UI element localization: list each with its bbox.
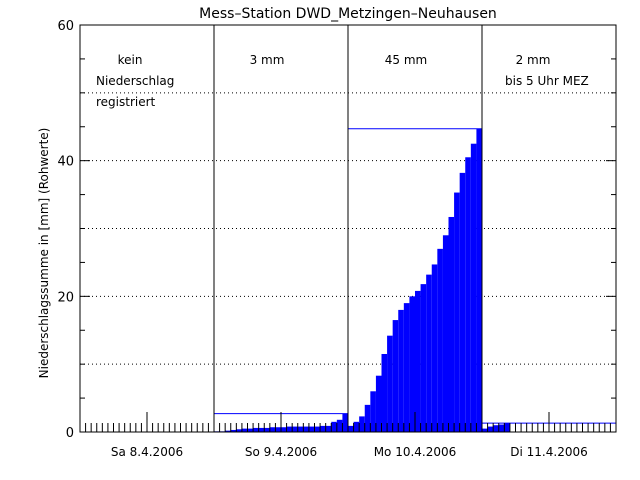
bar-mon-h21 xyxy=(465,157,471,432)
day-separators xyxy=(213,25,483,432)
annotation-day3-line0: 2 mm xyxy=(516,53,551,67)
bar-sun-h10 xyxy=(269,427,276,432)
bar-mon-h16 xyxy=(437,248,443,432)
bar-mon-h1 xyxy=(353,421,360,432)
bar-mon-h15 xyxy=(431,264,438,432)
bar-sun-h9 xyxy=(264,427,270,432)
bar-mon-h0 xyxy=(348,425,354,432)
y-axis-label: Niederschlagssumme in [mm] (Rohwerte) xyxy=(37,128,51,379)
bar-sun-h13 xyxy=(286,426,293,432)
axis-ticks xyxy=(79,24,617,433)
bar-mon-h6 xyxy=(381,353,388,432)
y-tick-label-40: 40 xyxy=(57,155,74,170)
annotation-day1-line0: 3 mm xyxy=(250,53,285,67)
bar-mon-h13 xyxy=(420,284,427,432)
bar-mon-h3 xyxy=(364,404,371,432)
bar-series xyxy=(214,128,510,433)
bar-tue-h3 xyxy=(498,424,505,432)
bar-mon-h8 xyxy=(392,320,399,432)
y-tick-label-0: 0 xyxy=(66,426,74,441)
bar-sun-h14 xyxy=(292,426,298,432)
bar-tue-h1 xyxy=(487,426,494,432)
x-day-label-1: So 9.4.2006 xyxy=(245,445,317,459)
bar-mon-h10 xyxy=(403,303,410,432)
bar-sun-h21 xyxy=(331,421,337,432)
bar-mon-h22 xyxy=(470,143,477,433)
bar-mon-h5 xyxy=(375,375,382,432)
x-day-label-2: Mo 10.4.2006 xyxy=(374,445,457,459)
bar-sun-h3 xyxy=(230,429,237,432)
bar-mon-h2 xyxy=(359,416,365,432)
bar-sun-h5 xyxy=(241,428,248,432)
x-day-labels: Sa 8.4.2006 So 9.4.2006 Mo 10.4.2006 Di 11.… xyxy=(111,445,588,459)
y-tick-labels: 0 20 40 60 xyxy=(57,19,74,441)
bar-mon-h9 xyxy=(398,309,404,432)
y-tick-label-60: 60 xyxy=(57,19,74,34)
bar-sun-h8 xyxy=(258,427,265,432)
bar-mon-h18 xyxy=(448,216,455,432)
bar-mon-h4 xyxy=(370,391,376,432)
bar-sun-h16 xyxy=(303,426,309,432)
daily-annotations: kein Niederschlag registriert 3 mm 45 mm 2 mm… xyxy=(96,53,589,109)
bar-tue-h4 xyxy=(504,423,510,432)
y-tick-label-20: 20 xyxy=(57,290,74,305)
bar-sun-h2 xyxy=(225,430,231,432)
chart-title: Mess–Station DWD_Metzingen–Neuhausen xyxy=(199,6,497,22)
bar-mon-h17 xyxy=(442,235,449,432)
bar-sun-h6 xyxy=(247,428,254,432)
bar-tue-h2 xyxy=(493,425,499,432)
bar-mon-h7 xyxy=(387,335,393,432)
annotation-day0-line2: registriert xyxy=(96,95,156,109)
bar-mon-h23 xyxy=(476,128,482,432)
bar-sun-h7 xyxy=(253,427,259,432)
x-day-label-3: Di 11.4.2006 xyxy=(510,445,587,459)
bar-sun-h11 xyxy=(275,427,281,432)
bar-sun-h18 xyxy=(314,426,321,432)
bar-sun-h23 xyxy=(342,413,348,432)
bar-sun-h4 xyxy=(236,429,242,432)
annotation-day2-line0: 45 mm xyxy=(385,53,427,67)
bar-mon-h14 xyxy=(426,274,432,432)
x-day-label-0: Sa 8.4.2006 xyxy=(111,445,183,459)
bar-sun-h22 xyxy=(336,419,343,432)
annotation-day3-line1: bis 5 Uhr MEZ xyxy=(505,74,589,88)
annotation-day0-line1: Niederschlag xyxy=(96,74,174,88)
annotation-day0-line0: kein xyxy=(118,53,143,67)
bar-mon-h11 xyxy=(409,296,415,432)
bar-mon-h20 xyxy=(459,172,466,433)
bar-mon-h12 xyxy=(415,290,421,432)
bar-sun-h12 xyxy=(281,427,287,432)
bar-tue-h0 xyxy=(482,428,488,432)
bar-sun-h19 xyxy=(320,425,326,432)
bar-mon-h19 xyxy=(454,192,460,432)
bar-sun-h15 xyxy=(297,426,304,432)
bar-sun-h17 xyxy=(308,426,315,432)
bar-sun-h20 xyxy=(325,425,332,432)
